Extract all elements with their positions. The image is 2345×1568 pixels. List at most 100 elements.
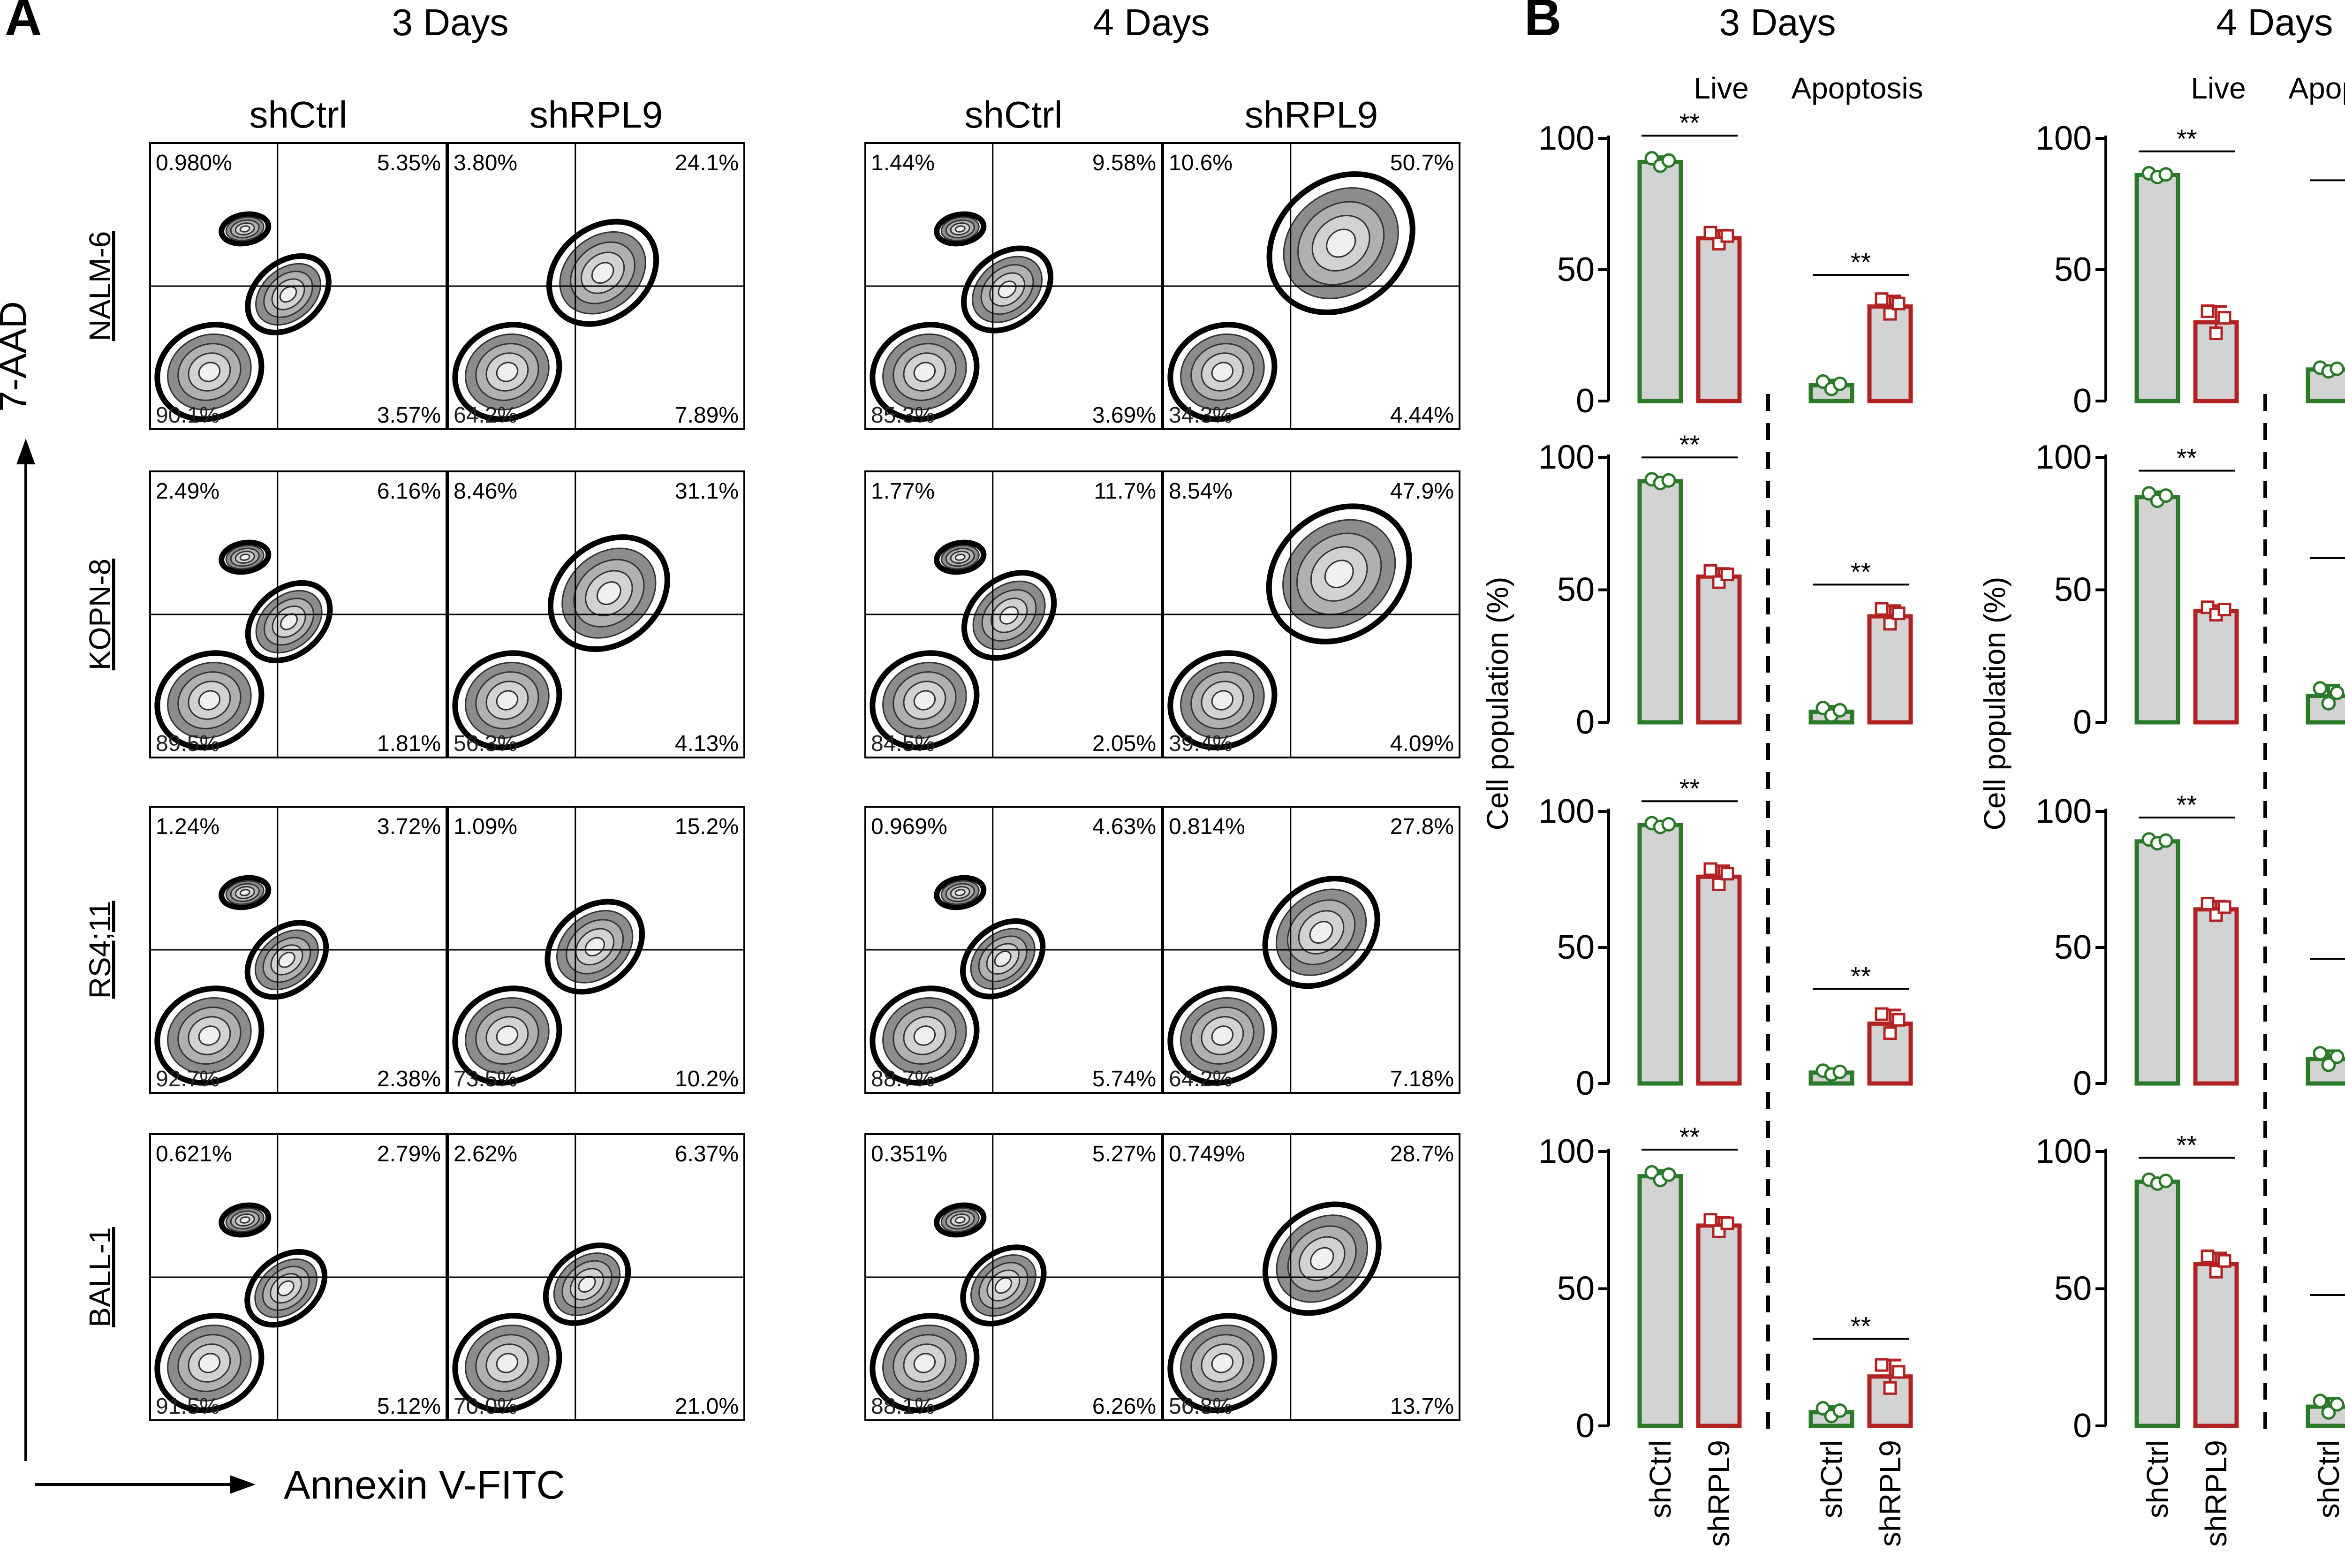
quadrant-ul: 0.814% (1169, 814, 1245, 839)
cell-line-label: RS4;11 (83, 901, 117, 999)
data-point-circle (1661, 817, 1676, 832)
quadrant-lr: 13.7% (1390, 1394, 1454, 1419)
y-axis-label-7aad: 7-AAD (0, 301, 34, 412)
quadrant-ur: 24.1% (675, 151, 739, 175)
data-point-circle (2321, 1057, 2336, 1072)
quadrant-lr: 5.74% (1092, 1067, 1156, 1091)
quadrant-ur: 4.63% (1092, 814, 1156, 839)
quadrant-lr: 4.44% (1390, 403, 1454, 428)
quadrant-ll: 85.3% (871, 403, 935, 428)
data-point-square (2201, 304, 2215, 318)
flow-column-label: shRPL9 (530, 94, 663, 136)
bar-y-axis-label: Cell population (%) (1978, 577, 2012, 831)
flow-plot: 0.969% 4.63% 88.7% 5.74% (864, 806, 1163, 1094)
quadrant-ur: 2.79% (377, 1142, 441, 1167)
contour-ring (954, 1216, 966, 1224)
data-point-square (1703, 862, 1717, 876)
contour-ring (591, 262, 614, 284)
bar-shCtrl-Live (1637, 823, 1683, 1086)
x-axis-label-annexin: Annexin V-FITC (284, 1463, 565, 1507)
quadrant-ul: 1.44% (871, 151, 935, 175)
data-point-square (2217, 603, 2232, 617)
quadrant-ll: 64.2% (454, 403, 517, 428)
data-point-circle (2313, 681, 2328, 696)
quadrant-ur: 50.7% (1390, 151, 1454, 175)
quadrant-ul: 1.77% (871, 479, 935, 504)
contour-ring (496, 362, 519, 382)
quadrant-ur: 5.35% (377, 151, 441, 175)
bar-shRPL9-Live (2193, 609, 2239, 725)
x-category-label: shRPL9 (1873, 1440, 1907, 1547)
data-point-square (2209, 1265, 2223, 1279)
contour-ring (198, 690, 221, 711)
quadrant-lr: 3.57% (377, 403, 441, 428)
y-tick-label: 0 (2073, 382, 2092, 420)
data-point-square (1720, 229, 1734, 243)
data-point-square (1875, 1358, 1889, 1372)
significance-stars: ** (1851, 1311, 1871, 1341)
bar-shRPL9-Live (2193, 907, 2239, 1086)
data-point-square (1703, 564, 1717, 578)
data-point-circle (2330, 1049, 2345, 1064)
data-point-square (1891, 1365, 1906, 1379)
cell-line-label: NALM-6 (83, 231, 117, 341)
data-point-square (1891, 296, 1906, 311)
group-label-apoptosis: Apoptosis (1791, 71, 1923, 105)
bar-chart: 0 50 100 ** ** (1538, 108, 1913, 420)
bar-shRPL9-Live (2193, 1262, 2239, 1428)
y-tick-label: 0 (2073, 704, 2092, 741)
quadrant-lr: 7.18% (1390, 1067, 1454, 1091)
x-axis-arrow-head (230, 1475, 256, 1494)
y-tick-label: 50 (1557, 571, 1595, 609)
data-point-circle (2321, 696, 2336, 711)
quadrant-lr: 4.13% (675, 731, 739, 756)
quadrant-ur: 9.58% (1092, 151, 1156, 175)
flow-plot: 10.6% 50.7% 34.3% 4.44% (1162, 142, 1460, 430)
contour-ring (496, 1353, 519, 1373)
contour-ring (954, 225, 966, 233)
quadrant-lr: 6.26% (1092, 1394, 1156, 1419)
bar-shCtrl-Live (2134, 173, 2180, 403)
contour-ring (1211, 1025, 1234, 1046)
bar-shRPL9-Apoptosis (1867, 304, 1913, 403)
x-category-label: shRPL9 (2199, 1440, 2233, 1547)
data-point-circle (2158, 488, 2173, 503)
quadrant-ur: 15.2% (675, 814, 739, 839)
quadrant-lr: 21.0% (675, 1394, 739, 1419)
bar-shCtrl-Live (1637, 479, 1683, 725)
data-point-square (1720, 867, 1734, 881)
quadrant-ur: 31.1% (675, 479, 739, 504)
data-point-circle (2330, 685, 2345, 700)
quadrant-lr: 2.38% (377, 1067, 441, 1091)
data-point-square (2217, 900, 2232, 914)
quadrant-ur: 6.37% (675, 1142, 739, 1167)
significance-stars: ** (1679, 773, 1700, 803)
flow-plot: 0.621% 2.79% 91.5% 5.12% (149, 1133, 447, 1421)
panel-b-header-4days: 4 Days (2216, 1, 2333, 43)
contour-ring (239, 553, 250, 561)
quadrant-ur: 27.8% (1390, 814, 1454, 839)
data-point-circle (1661, 473, 1676, 488)
contour-ring (999, 606, 1019, 625)
bar-y-axis-label: Cell population (%) (1481, 577, 1514, 831)
y-tick-label: 100 (1538, 793, 1595, 830)
bar-shCtrl-Live (1637, 1174, 1683, 1428)
data-point-square (1703, 1213, 1717, 1227)
data-point-circle (2330, 361, 2345, 376)
y-tick-label: 0 (1576, 1407, 1595, 1445)
significance-stars: ** (1679, 108, 1700, 137)
x-category-label: shCtrl (2312, 1440, 2345, 1518)
data-point-square (2209, 326, 2223, 341)
contour-ring (913, 1025, 936, 1046)
bar-shCtrl-Live (1637, 159, 1683, 403)
significance-stars: ** (1851, 247, 1871, 277)
panel-a-letter: A (5, 0, 42, 46)
significance-stars: ** (1679, 430, 1700, 459)
contour-ring (277, 1280, 295, 1296)
quadrant-ul: 2.49% (156, 479, 219, 504)
quadrant-ul: 8.46% (454, 479, 517, 504)
quadrant-ul: 8.54% (1169, 479, 1233, 504)
flow-plot: 2.62% 6.37% 70.0% 21.0% (447, 1133, 745, 1421)
quadrant-lr: 5.12% (377, 1394, 441, 1419)
